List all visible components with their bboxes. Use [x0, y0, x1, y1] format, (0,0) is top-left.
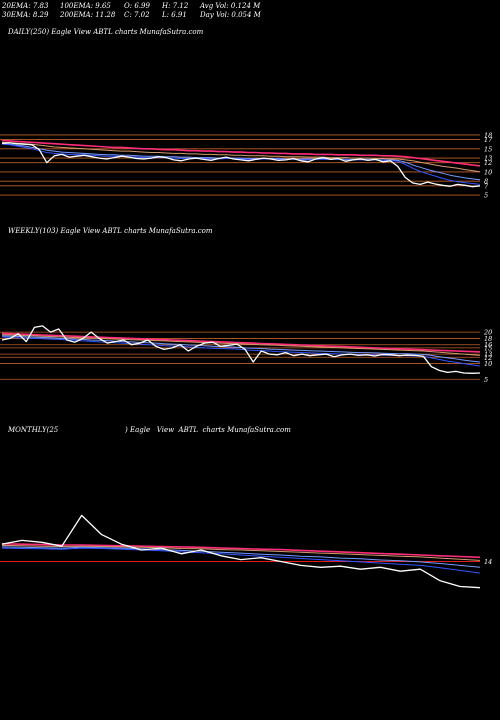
- monthly-chart-title: MONTHLY(25 ) Eagle View ABTL charts Muna…: [8, 426, 291, 434]
- ema100-line: [1, 334, 481, 356]
- ema100-value: 100EMA: 9.65: [60, 2, 111, 10]
- close-value: C: 7.02: [124, 11, 150, 19]
- level-label: 10: [484, 360, 492, 368]
- level-label: 15: [484, 145, 492, 153]
- ema30-line: [1, 546, 481, 568]
- ema100-line: [1, 141, 481, 173]
- ema200-line: [1, 139, 481, 167]
- price-line: [1, 142, 481, 188]
- ema30-line: [1, 143, 481, 181]
- ema200-line: [1, 543, 481, 559]
- stats-row-1: 20EMA: 7.83 100EMA: 9.65 O: 6.99 H: 7.12…: [2, 2, 302, 11]
- low-value: L: 6.91: [162, 11, 187, 19]
- level-label: 12: [484, 159, 492, 167]
- price-line: [1, 325, 481, 374]
- level-label: 10: [484, 168, 492, 176]
- level-label: 12: [484, 354, 492, 362]
- level-label: 5: [484, 192, 488, 200]
- high-value: H: 7.12: [162, 2, 189, 10]
- level-label: 8: [484, 178, 488, 186]
- avg-vol-value: Avg Vol: 0.124 M: [200, 2, 261, 10]
- ema20-line: [1, 143, 481, 185]
- level-label: 14: [484, 558, 492, 566]
- open-value: O: 6.99: [124, 2, 150, 10]
- level-label: 7: [484, 182, 489, 190]
- level-label: 15: [484, 344, 492, 352]
- level-label: 5: [484, 376, 488, 384]
- ema20-value: 20EMA: 7.83: [2, 2, 49, 10]
- level-label: 18: [484, 335, 492, 343]
- ema30-value: 30EMA: 8.29: [2, 11, 49, 19]
- ema200-value: 200EMA: 11.28: [60, 11, 116, 19]
- level-label: 13: [484, 155, 492, 163]
- ema200-line: [1, 332, 481, 353]
- level-label: 20: [483, 329, 492, 337]
- stats-row-2: 30EMA: 8.29 200EMA: 11.28 C: 7.02 L: 6.9…: [2, 11, 302, 20]
- day-vol-value: Day Vol: 0.054 M: [200, 11, 261, 19]
- level-label: 18: [484, 131, 492, 139]
- stats-header: 20EMA: 7.83 100EMA: 9.65 O: 6.99 H: 7.12…: [2, 2, 302, 20]
- daily-chart-title: DAILY(250) Eagle View ABTL charts Munafa…: [8, 28, 204, 36]
- level-label: 13: [484, 351, 492, 359]
- ema20-line: [1, 547, 481, 574]
- level-label: 16: [484, 341, 492, 349]
- weekly-chart-title: WEEKLY(103) Eagle View ABTL charts Munaf…: [8, 227, 213, 235]
- price-line: [1, 514, 481, 589]
- ema100-line: [1, 544, 481, 561]
- level-label: 17: [484, 136, 493, 144]
